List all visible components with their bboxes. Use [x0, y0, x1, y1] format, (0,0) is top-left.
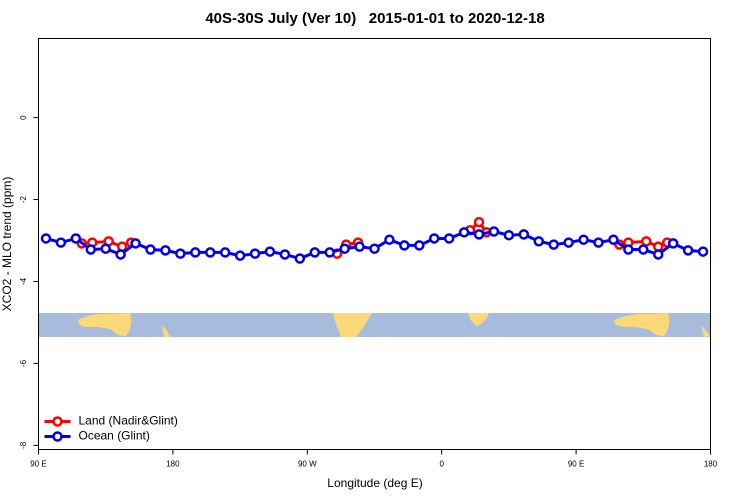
point: [115, 249, 126, 260]
point: [518, 229, 530, 240]
x-tick-label: 90 W: [298, 460, 317, 469]
point: [160, 245, 171, 256]
y-tick-label: 0: [19, 115, 28, 120]
map-strip: [39, 313, 710, 337]
point: [339, 243, 350, 254]
point: [309, 247, 321, 258]
point: [40, 233, 52, 244]
x-tick-label: 180: [166, 460, 180, 469]
point: [503, 229, 515, 241]
point: [593, 237, 604, 248]
x-tick-label: 180: [704, 460, 718, 469]
point: [548, 239, 559, 250]
x-axis-label: Longitude (deg E): [327, 476, 422, 490]
point: [533, 236, 545, 247]
legend-label: Land (Nadir&Glint): [79, 414, 178, 428]
y-axis-label: XCO2 - MLO trend (ppm): [0, 177, 14, 312]
point: [175, 248, 186, 259]
plot-frame: [38, 38, 711, 450]
point: [249, 248, 261, 259]
point: [55, 237, 67, 248]
point: [428, 233, 440, 244]
legend-marker: [52, 431, 63, 442]
point: [578, 234, 589, 245]
point: [682, 245, 694, 256]
point: [697, 246, 709, 257]
point: [638, 244, 649, 255]
point: [100, 243, 111, 254]
point: [667, 238, 679, 249]
point: [563, 237, 574, 248]
point: [623, 244, 634, 255]
point: [473, 216, 485, 228]
point: [234, 250, 246, 261]
y-tick-label: -6: [19, 359, 28, 367]
chart-title: 40S-30S July (Ver 10) 2015-01-01 to 2020…: [205, 10, 544, 27]
point: [458, 227, 470, 238]
point: [219, 247, 231, 258]
point: [641, 236, 652, 247]
y-tick-label: -2: [19, 195, 28, 203]
point: [354, 241, 365, 252]
point: [443, 233, 455, 244]
point: [608, 234, 619, 245]
point: [399, 240, 410, 251]
x-tick-label: 0: [439, 460, 444, 469]
y-tick-label: -4: [19, 277, 28, 285]
point: [473, 229, 485, 240]
legend-marker: [52, 416, 63, 427]
point: [264, 246, 276, 257]
point: [85, 244, 97, 255]
point: [294, 253, 306, 264]
legend-label: Ocean (Glint): [79, 429, 150, 443]
point: [324, 247, 335, 258]
x-tick-label: 90 E: [568, 460, 584, 469]
point: [70, 233, 82, 244]
x-tick-label: 90 E: [30, 460, 46, 469]
y-tick-label: -8: [19, 441, 28, 449]
point: [130, 238, 141, 249]
point: [369, 243, 380, 254]
point: [384, 234, 395, 245]
point: [204, 247, 216, 258]
point: [488, 226, 500, 237]
point: [652, 249, 664, 260]
point: [190, 247, 201, 258]
point: [414, 240, 425, 251]
point: [145, 244, 156, 255]
point: [279, 249, 291, 260]
